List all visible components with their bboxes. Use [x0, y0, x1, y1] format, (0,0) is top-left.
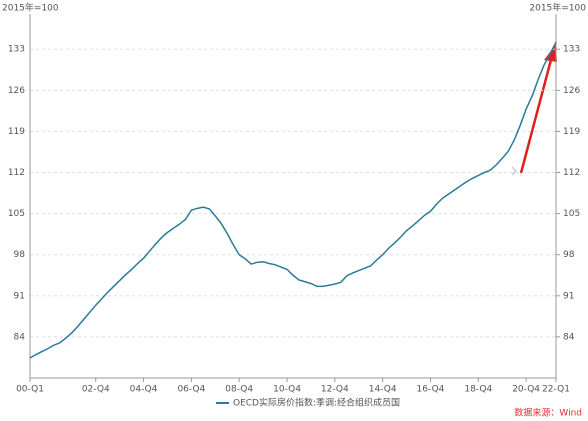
y2-tick-label: 91: [563, 291, 574, 301]
y-tick-label: 91: [14, 291, 25, 301]
x-tick-label: 06-Q4: [177, 385, 205, 395]
y-tick-label: 119: [8, 127, 25, 137]
x-tick-label: 20-Q4: [512, 385, 540, 395]
x-tick-label: 14-Q4: [369, 385, 397, 395]
chevron: [511, 166, 517, 176]
y2-tick-label: 126: [563, 86, 580, 96]
y2-tick-label: 98: [563, 250, 575, 260]
y-axis-label: 2015年=100: [2, 2, 59, 14]
x-tick-label: 08-Q4: [225, 385, 253, 395]
y2-tick-label: 119: [563, 127, 580, 137]
y-tick-label: 98: [14, 250, 26, 260]
y2-tick-label: 133: [563, 45, 580, 55]
y2-tick-label: 105: [563, 209, 580, 219]
x-tick-label: 12-Q4: [321, 385, 349, 395]
y2-tick-label: 112: [563, 168, 580, 178]
x-tick-label: 22-Q1: [542, 385, 570, 395]
arrow-shaft: [519, 55, 554, 174]
y-tick-label: 84: [14, 332, 26, 342]
y-tick-label: 133: [8, 45, 25, 55]
legend-label: OECD实际房价指数:季调:经合组织成员国: [233, 397, 400, 409]
y2-axis-label: 2015年=100: [529, 2, 586, 14]
y-tick-label: 105: [8, 209, 25, 219]
x-tick-label: 16-Q4: [417, 385, 445, 395]
x-tick-label: 10-Q4: [273, 385, 301, 395]
x-tick-label: 04-Q4: [130, 385, 158, 395]
line: [29, 41, 557, 359]
y2-tick-label: 84: [563, 332, 575, 342]
x-tick-label: 18-Q4: [464, 385, 492, 395]
x-tick-label: 00-Q1: [16, 385, 44, 395]
x-tick-label: 02-Q4: [82, 385, 110, 395]
y-tick-label: 112: [8, 168, 25, 178]
source: 数据来源：Wind: [514, 407, 582, 419]
y-tick-label: 126: [8, 86, 25, 96]
